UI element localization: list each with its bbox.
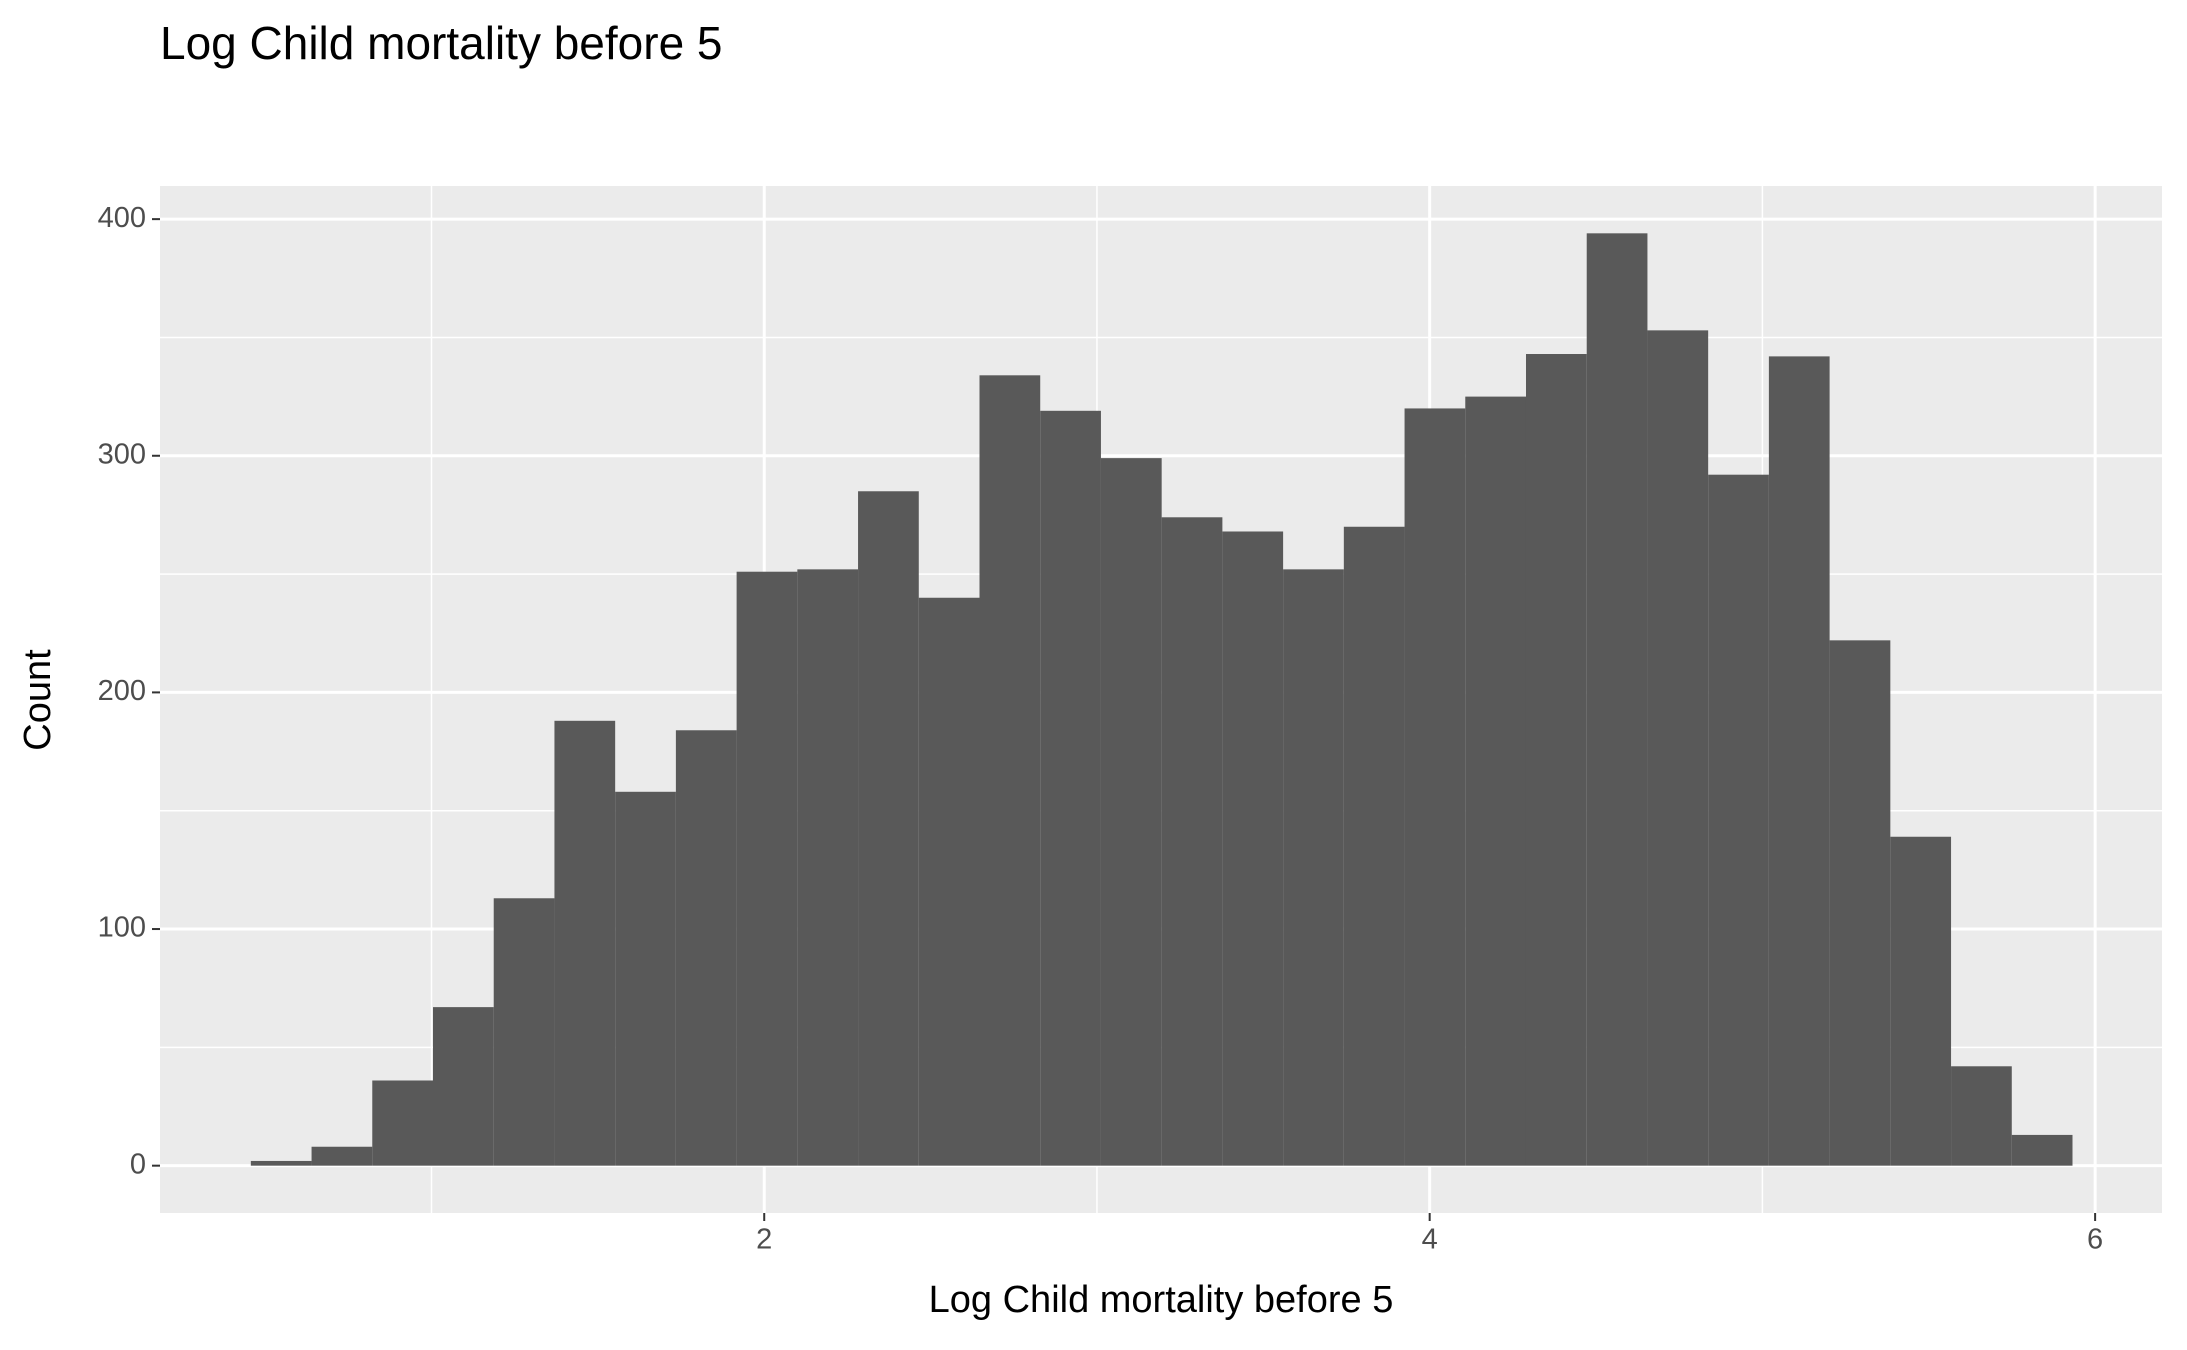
y-tick-label: 0 xyxy=(130,1148,146,1180)
bar xyxy=(1404,408,1466,1166)
bar xyxy=(918,597,980,1166)
bar xyxy=(1829,640,1891,1166)
bar xyxy=(1100,458,1162,1166)
chart-title: Log Child mortality before 5 xyxy=(160,17,723,69)
y-tick-label: 100 xyxy=(98,912,146,944)
bar xyxy=(1161,517,1223,1166)
bar xyxy=(1586,233,1648,1166)
bar xyxy=(1283,569,1344,1166)
bar xyxy=(433,1007,494,1166)
bar xyxy=(1647,330,1709,1166)
bar xyxy=(736,571,798,1166)
x-tick-label: 4 xyxy=(1422,1224,1438,1256)
y-tick-label: 200 xyxy=(98,675,146,707)
bar xyxy=(1343,526,1405,1166)
bar xyxy=(979,375,1041,1166)
y-axis-label: Count xyxy=(17,649,59,751)
bar xyxy=(1222,531,1284,1166)
bar xyxy=(1951,1066,2012,1166)
x-axis-label: Log Child mortality before 5 xyxy=(929,1279,1394,1321)
bar xyxy=(1525,354,1587,1166)
bar xyxy=(554,720,616,1166)
y-tick-label: 400 xyxy=(98,202,146,234)
bar xyxy=(2011,1134,2073,1166)
bar xyxy=(797,569,859,1166)
bar xyxy=(493,898,555,1166)
x-tick-label: 6 xyxy=(2087,1224,2103,1256)
bar xyxy=(615,791,676,1166)
bar xyxy=(675,730,737,1166)
y-tick-label: 300 xyxy=(98,438,146,470)
bar xyxy=(372,1080,433,1166)
bar xyxy=(1708,474,1769,1166)
bar xyxy=(311,1146,373,1166)
bar xyxy=(250,1160,312,1166)
bar xyxy=(858,491,919,1166)
bar xyxy=(1040,410,1101,1166)
bar xyxy=(1465,396,1526,1166)
bar xyxy=(1768,356,1830,1166)
x-tick-label: 2 xyxy=(756,1224,772,1256)
bar xyxy=(1890,836,1952,1166)
